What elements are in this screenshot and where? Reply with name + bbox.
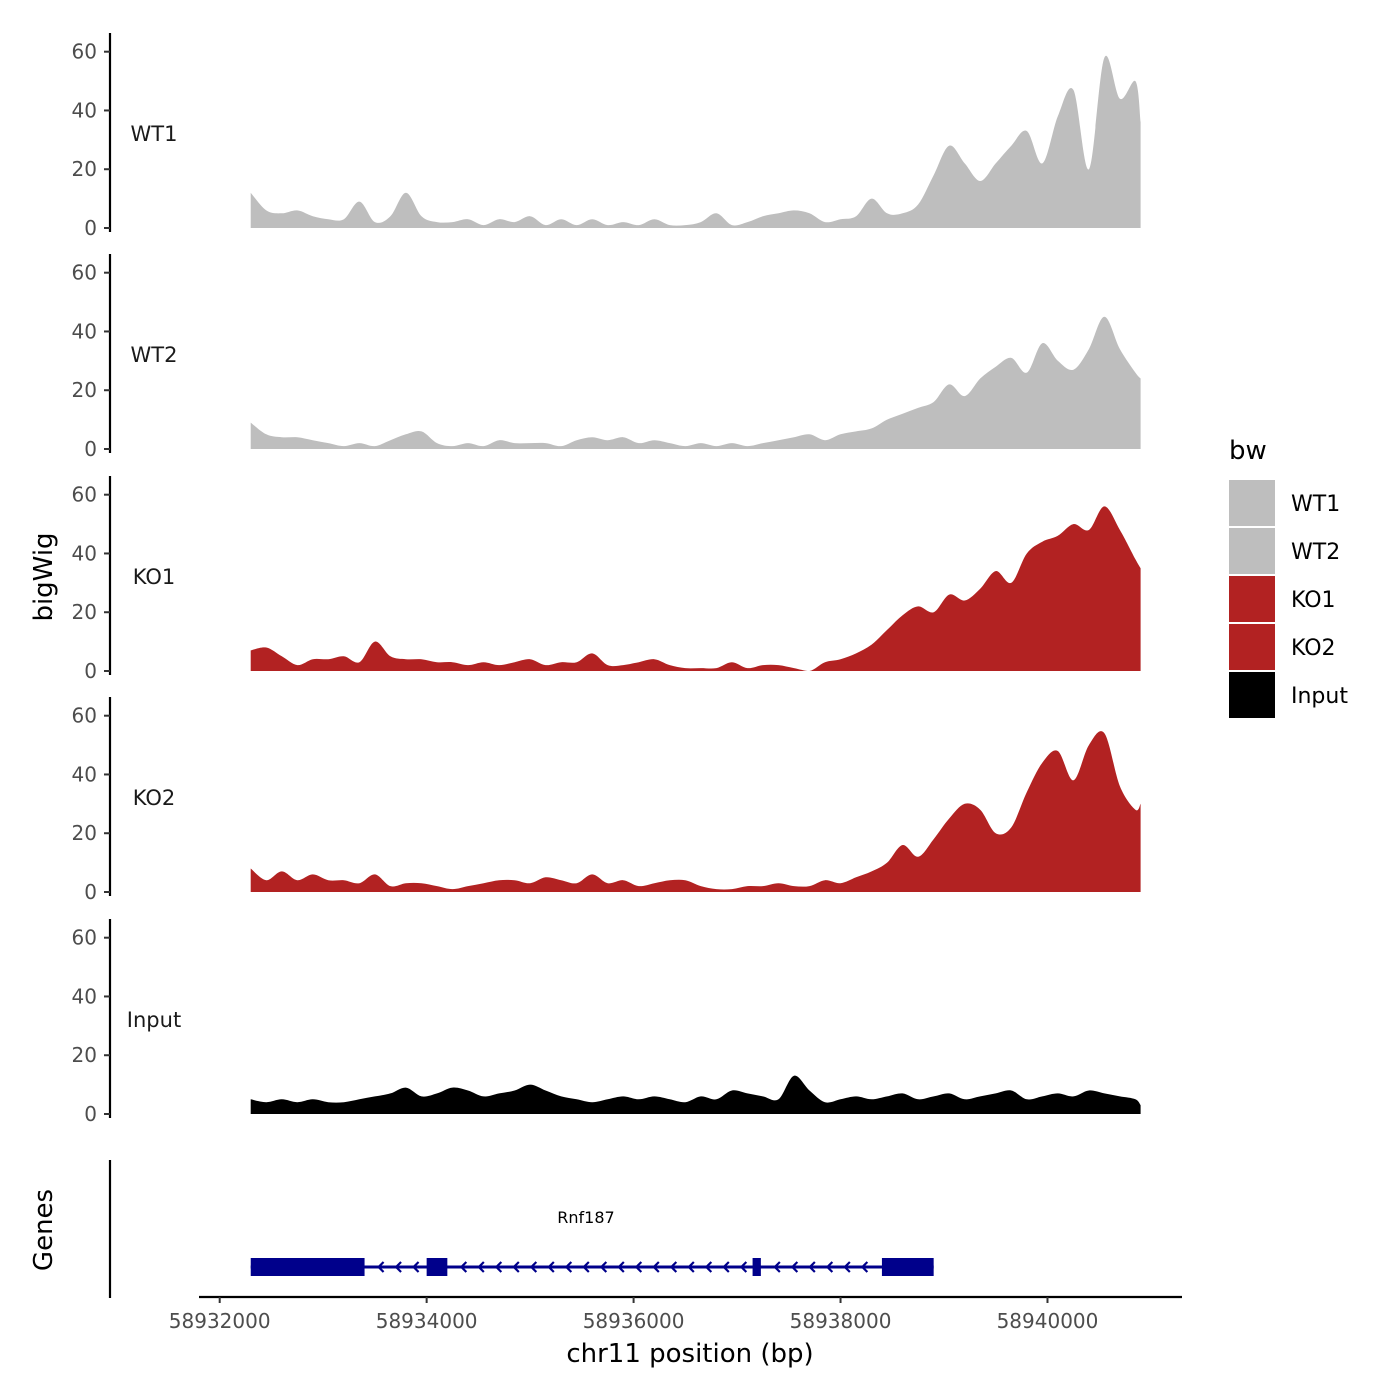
track-input: 0 20 40 60 Input bbox=[72, 919, 1141, 1126]
track-ko1: 0 20 40 60 KO1 bbox=[72, 476, 1141, 683]
track-label: Input bbox=[127, 1008, 181, 1032]
gene-exon bbox=[250, 1258, 365, 1276]
legend-swatch-input bbox=[1229, 672, 1275, 718]
gene-model: Rnf187 bbox=[250, 1208, 934, 1276]
y-tick-label: 60 bbox=[72, 261, 97, 285]
series-area-wt1 bbox=[250, 55, 1141, 228]
legend-title: bw bbox=[1229, 436, 1267, 466]
series-area-input bbox=[250, 1075, 1141, 1114]
legend-swatch-ko2 bbox=[1229, 624, 1275, 670]
gene-name-label: Rnf187 bbox=[557, 1208, 614, 1227]
gene-panel-title: Genes bbox=[29, 1189, 59, 1271]
strand-arrow bbox=[459, 1261, 468, 1273]
strand-arrow bbox=[477, 1261, 485, 1273]
strand-arrow bbox=[599, 1261, 608, 1273]
y-tick-label: 0 bbox=[84, 659, 97, 683]
y-tick-label: 40 bbox=[72, 319, 97, 343]
series-area-ko2 bbox=[250, 731, 1141, 892]
strand-arrow bbox=[634, 1261, 643, 1273]
gene-exon bbox=[426, 1258, 448, 1276]
strand-arrow bbox=[860, 1261, 869, 1273]
y-axis-title: bigWig bbox=[29, 532, 59, 621]
legend-label-ko1: KO1 bbox=[1291, 588, 1336, 613]
strand-arrow bbox=[512, 1261, 520, 1273]
x-axis: 58932000 58934000 58936000 58938000 58940000 bbox=[169, 1295, 1182, 1333]
coverage-tracks: 0 20 40 60 WT1 0 20 40 60 WT2 0 20 40 60 KO1 0 20 40 60 KO2… bbox=[72, 33, 1141, 1126]
strand-arrow bbox=[564, 1261, 573, 1273]
track-label: KO2 bbox=[133, 786, 176, 810]
gene-panel: Rnf187 bbox=[108, 1160, 934, 1298]
strand-arrow bbox=[377, 1261, 385, 1273]
y-tick-label: 20 bbox=[72, 157, 97, 181]
legend-swatch-wt1 bbox=[1229, 480, 1275, 526]
y-tick-label: 40 bbox=[72, 984, 97, 1008]
y-tick-label: 40 bbox=[72, 98, 97, 122]
strand-arrow bbox=[722, 1261, 730, 1273]
y-tick-label: 20 bbox=[72, 821, 97, 845]
strand-arrow bbox=[773, 1261, 781, 1273]
series-area-ko1 bbox=[250, 506, 1141, 671]
y-tick-label: 40 bbox=[72, 541, 97, 565]
track-ko2: 0 20 40 60 KO2 bbox=[72, 697, 1141, 904]
gene-exon bbox=[881, 1258, 934, 1276]
legend: bw WT1 WT2 KO1 KO2 Input bbox=[1229, 436, 1348, 718]
strand-arrow bbox=[582, 1261, 590, 1273]
strand-arrow bbox=[529, 1261, 538, 1273]
legend-swatch-wt2 bbox=[1229, 528, 1275, 574]
legend-label-wt1: WT1 bbox=[1291, 492, 1340, 517]
y-tick-label: 20 bbox=[72, 1043, 97, 1067]
track-wt2: 0 20 40 60 WT2 bbox=[72, 254, 1141, 461]
x-tick-label: 58932000 bbox=[169, 1309, 271, 1333]
y-tick-label: 60 bbox=[72, 704, 97, 728]
x-axis-title: chr11 position (bp) bbox=[566, 1339, 813, 1369]
strand-arrow bbox=[790, 1261, 799, 1273]
track-label: WT2 bbox=[131, 343, 178, 367]
track-label: WT1 bbox=[131, 122, 178, 146]
track-wt1: 0 20 40 60 WT1 bbox=[72, 33, 1141, 240]
strand-arrow bbox=[687, 1261, 695, 1273]
y-tick-label: 0 bbox=[84, 216, 97, 240]
y-tick-label: 20 bbox=[72, 600, 97, 624]
y-tick-label: 0 bbox=[84, 437, 97, 461]
y-tick-label: 60 bbox=[72, 483, 97, 507]
strand-arrow bbox=[494, 1261, 503, 1273]
y-tick-label: 60 bbox=[72, 40, 97, 64]
y-tick-label: 40 bbox=[72, 762, 97, 786]
strand-arrow bbox=[617, 1261, 625, 1273]
y-tick-label: 0 bbox=[84, 880, 97, 904]
x-tick-label: 58936000 bbox=[583, 1309, 685, 1333]
strand-arrow bbox=[652, 1261, 660, 1273]
strand-arrow bbox=[412, 1261, 420, 1273]
gene-exon bbox=[752, 1258, 761, 1276]
y-tick-label: 0 bbox=[84, 1102, 97, 1126]
strand-arrow bbox=[808, 1261, 816, 1273]
legend-label-input: Input bbox=[1291, 684, 1348, 709]
series-area-wt2 bbox=[250, 316, 1141, 449]
strand-arrow bbox=[394, 1261, 402, 1273]
track-label: KO1 bbox=[133, 565, 176, 589]
x-tick-label: 58940000 bbox=[997, 1309, 1099, 1333]
strand-arrow bbox=[739, 1261, 748, 1273]
strand-arrow bbox=[825, 1261, 834, 1273]
x-tick-label: 58934000 bbox=[376, 1309, 478, 1333]
legend-label-wt2: WT2 bbox=[1291, 540, 1340, 565]
strand-arrow bbox=[669, 1261, 678, 1273]
x-tick-label: 58938000 bbox=[790, 1309, 892, 1333]
strand-arrow bbox=[843, 1261, 851, 1273]
legend-swatch-ko1 bbox=[1229, 576, 1275, 622]
strand-arrow bbox=[547, 1261, 555, 1273]
y-tick-label: 60 bbox=[72, 926, 97, 950]
y-tick-label: 20 bbox=[72, 378, 97, 402]
legend-label-ko2: KO2 bbox=[1291, 636, 1336, 661]
strand-arrow bbox=[704, 1261, 713, 1273]
